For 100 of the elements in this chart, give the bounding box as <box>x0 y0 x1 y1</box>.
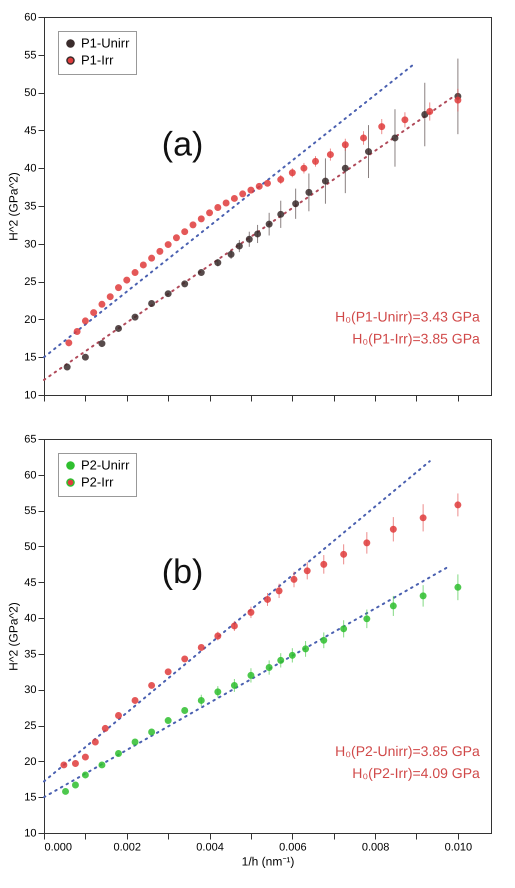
point <box>277 210 284 218</box>
point <box>228 250 235 258</box>
x-tick-label: 0.010 <box>444 842 472 854</box>
point <box>115 284 122 292</box>
annotation: (b) <box>162 552 204 591</box>
point <box>181 707 188 714</box>
point <box>312 158 319 165</box>
point <box>230 682 238 689</box>
point <box>190 221 196 228</box>
y-tick-label: 10 <box>24 390 36 402</box>
point <box>426 108 434 115</box>
y-tick-label: 45 <box>24 576 36 589</box>
x-tick-label: 0.006 <box>279 842 307 854</box>
point <box>300 164 308 172</box>
y-tick-label: 55 <box>24 49 36 62</box>
point <box>247 186 254 194</box>
annotation: H₀(P2-Unirr)=3.85 GPa <box>335 743 480 760</box>
point <box>115 324 122 332</box>
point <box>305 188 312 196</box>
point <box>148 254 156 262</box>
point <box>365 148 372 156</box>
x-axis-title: 1/h (nm⁻¹) <box>242 854 294 868</box>
point <box>420 514 427 522</box>
y-tick-label: 30 <box>24 684 36 696</box>
point <box>277 656 284 664</box>
y-tick-label: 35 <box>24 200 36 212</box>
point <box>401 116 408 124</box>
point <box>72 782 79 788</box>
annotation: H₀(P2-Irr)=4.09 GPa <box>352 765 480 782</box>
y-tick-label: 20 <box>24 314 36 326</box>
y-tick-label: 65 <box>24 434 36 446</box>
point <box>198 696 205 704</box>
point <box>90 309 98 316</box>
point <box>304 567 311 574</box>
point <box>214 688 222 696</box>
point <box>320 560 328 568</box>
point <box>390 526 397 533</box>
point <box>277 176 284 184</box>
point <box>340 625 348 632</box>
y-axis-title: H^2 (GPa^2) <box>6 172 20 241</box>
point <box>98 761 106 768</box>
point <box>148 300 156 307</box>
point <box>62 788 70 795</box>
point <box>74 328 81 335</box>
annotation: H₀(P1-Irr)=3.85 GPa <box>352 330 480 347</box>
x-tick-label: 0.000 <box>44 842 72 854</box>
point <box>164 290 172 298</box>
point <box>115 712 122 719</box>
y-tick-label: 30 <box>24 238 36 250</box>
y-tick-label: 25 <box>24 276 36 288</box>
point <box>256 182 263 190</box>
y-tick-label: 15 <box>24 352 36 364</box>
point <box>140 261 147 268</box>
point <box>98 340 106 348</box>
y-axis-title: H^2 (GPa^2) <box>6 602 20 671</box>
point <box>326 151 334 158</box>
point <box>230 622 238 630</box>
point <box>340 550 348 558</box>
point <box>454 501 462 508</box>
point <box>198 644 205 651</box>
y-tick-label: 60 <box>24 12 36 24</box>
point <box>378 123 386 130</box>
point <box>72 760 79 767</box>
point <box>164 717 172 724</box>
point <box>288 169 296 176</box>
point <box>363 615 370 622</box>
annotation: (a) <box>162 126 204 164</box>
y-tick-label: 55 <box>24 505 36 518</box>
y-tick-label: 50 <box>24 540 36 553</box>
annotation: H₀(P1-Unirr)=3.43 GPa <box>335 308 480 325</box>
point <box>254 230 262 238</box>
y-tick-label: 60 <box>24 469 36 482</box>
point <box>172 234 180 242</box>
point <box>230 194 238 202</box>
point <box>236 242 243 250</box>
point <box>106 293 114 300</box>
point <box>102 724 109 732</box>
point <box>288 652 296 659</box>
point <box>390 602 397 610</box>
y-tick-label: 35 <box>24 648 36 660</box>
x-tick-label: 0.008 <box>362 842 390 854</box>
point <box>360 134 368 142</box>
point <box>322 178 329 185</box>
point <box>148 682 156 689</box>
point <box>342 164 349 172</box>
y-tick-label: 10 <box>24 828 36 840</box>
point <box>290 576 298 583</box>
point <box>64 364 71 371</box>
legend-label: P1-Unirr <box>81 36 130 50</box>
y-tick-label: 40 <box>24 612 36 625</box>
point <box>391 134 398 142</box>
point <box>222 200 230 206</box>
point <box>247 608 254 616</box>
point <box>132 696 139 704</box>
point <box>302 645 310 652</box>
point <box>420 592 427 600</box>
point <box>148 728 156 736</box>
x-tick-label: 0.004 <box>196 842 224 854</box>
point <box>214 204 222 211</box>
point <box>164 668 172 676</box>
